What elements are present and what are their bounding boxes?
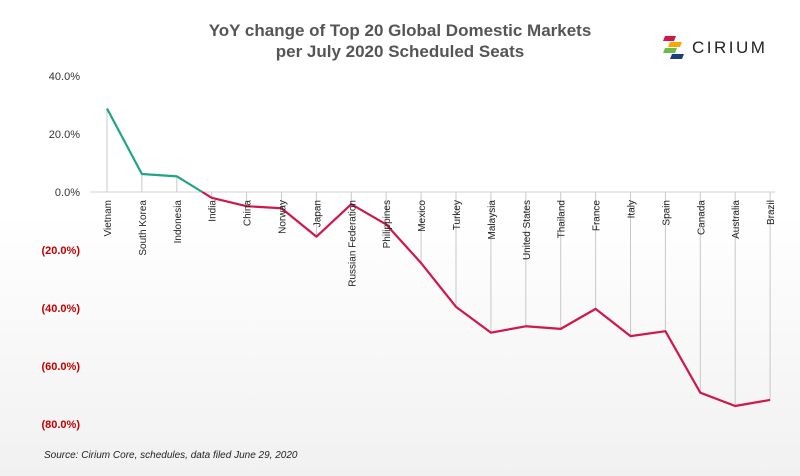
y-tick-label: (60.0%) xyxy=(41,361,80,373)
x-tick-label: United States xyxy=(522,200,533,260)
y-tick-label: (80.0%) xyxy=(41,419,80,431)
x-tick-label: Canada xyxy=(696,200,707,235)
x-tick-label: Turkey xyxy=(452,200,463,230)
chart-title-line-1: YoY change of Top 20 Global Domestic Mar… xyxy=(208,21,592,40)
series-lines xyxy=(106,107,771,408)
y-tick-label: 40.0% xyxy=(49,71,80,83)
x-tick-label: South Korea xyxy=(138,200,149,256)
x-axis: Vietnam South Korea Indonesia India China Nor… xyxy=(103,200,777,287)
x-tick-label: Thailand xyxy=(557,200,568,238)
cirium-logo: CIRIUM xyxy=(662,32,792,60)
y-tick-label: (40.0%) xyxy=(41,303,80,315)
y-tick-label: 20.0% xyxy=(49,129,80,141)
x-tick-label: Norway xyxy=(278,200,289,234)
x-tick-label: Vietnam xyxy=(103,200,114,237)
y-tick-label: (20.0%) xyxy=(41,245,80,257)
x-tick-label: Philippines xyxy=(382,200,393,248)
x-tick-label: France xyxy=(592,200,603,232)
x-tick-label: Mexico xyxy=(417,200,428,232)
x-tick-label: Malaysia xyxy=(487,200,498,240)
y-axis: 40.0% 20.0% 0.0% (20.0%) (40.0%) (60.0%) (80.0… xyxy=(41,71,80,431)
x-tick-label: Indonesia xyxy=(173,200,184,244)
drop-lines xyxy=(106,108,771,407)
x-tick-label: Brazil xyxy=(766,200,777,225)
x-tick-label: Japan xyxy=(312,200,323,227)
source-note: Source: Cirium Core, schedules, data fil… xyxy=(44,450,298,461)
series-line-positive xyxy=(106,107,203,193)
x-tick-label: Australia xyxy=(731,200,742,239)
y-tick-label: 0.0% xyxy=(55,187,80,199)
cirium-logo-icon xyxy=(663,36,684,59)
x-tick-label: India xyxy=(208,200,219,222)
chart-title-line-2: per July 2020 Scheduled Seats xyxy=(275,42,525,61)
x-tick-label: China xyxy=(243,200,254,227)
cirium-logo-text: CIRIUM xyxy=(692,38,768,57)
series-line-negative xyxy=(201,191,771,408)
x-tick-label: Spain xyxy=(661,200,672,226)
x-tick-label: Italy xyxy=(627,200,638,218)
chart-title: YoY change of Top 20 Global Domestic Mar… xyxy=(150,20,650,62)
x-tick-label: Russian Federation xyxy=(347,200,358,287)
